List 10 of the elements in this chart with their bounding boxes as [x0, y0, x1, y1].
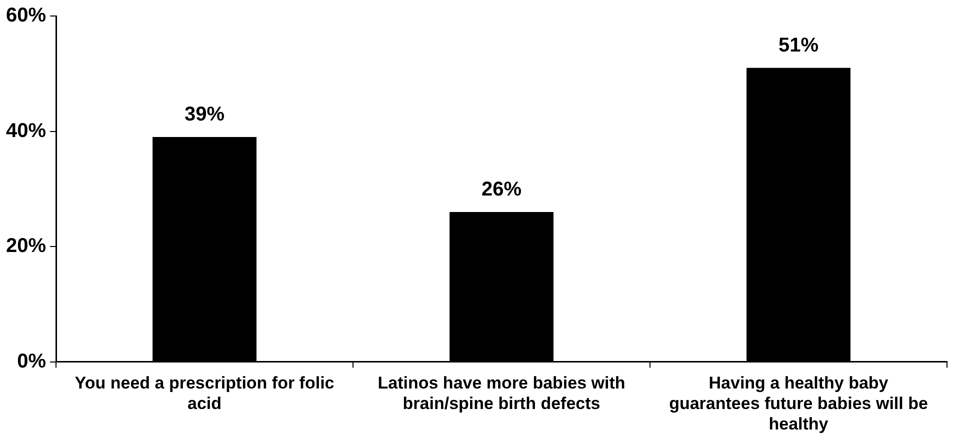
x-tick-label: Having a healthy baby guarantees future babies will be healthy [669, 374, 928, 434]
y-tick-label: 40% [6, 120, 46, 142]
y-tick-label: 60% [6, 4, 46, 27]
x-tick-label: Latinos have more babies with brain/spine birth defects [378, 374, 626, 414]
data-label: 51% [778, 34, 819, 56]
x-tick-label: You need a prescription for folic acid [74, 374, 334, 414]
data-label: 26% [482, 178, 522, 200]
y-tick-label: 20% [6, 235, 46, 258]
y-tick-label: 0% [17, 350, 46, 372]
data-label: 39% [184, 104, 225, 126]
